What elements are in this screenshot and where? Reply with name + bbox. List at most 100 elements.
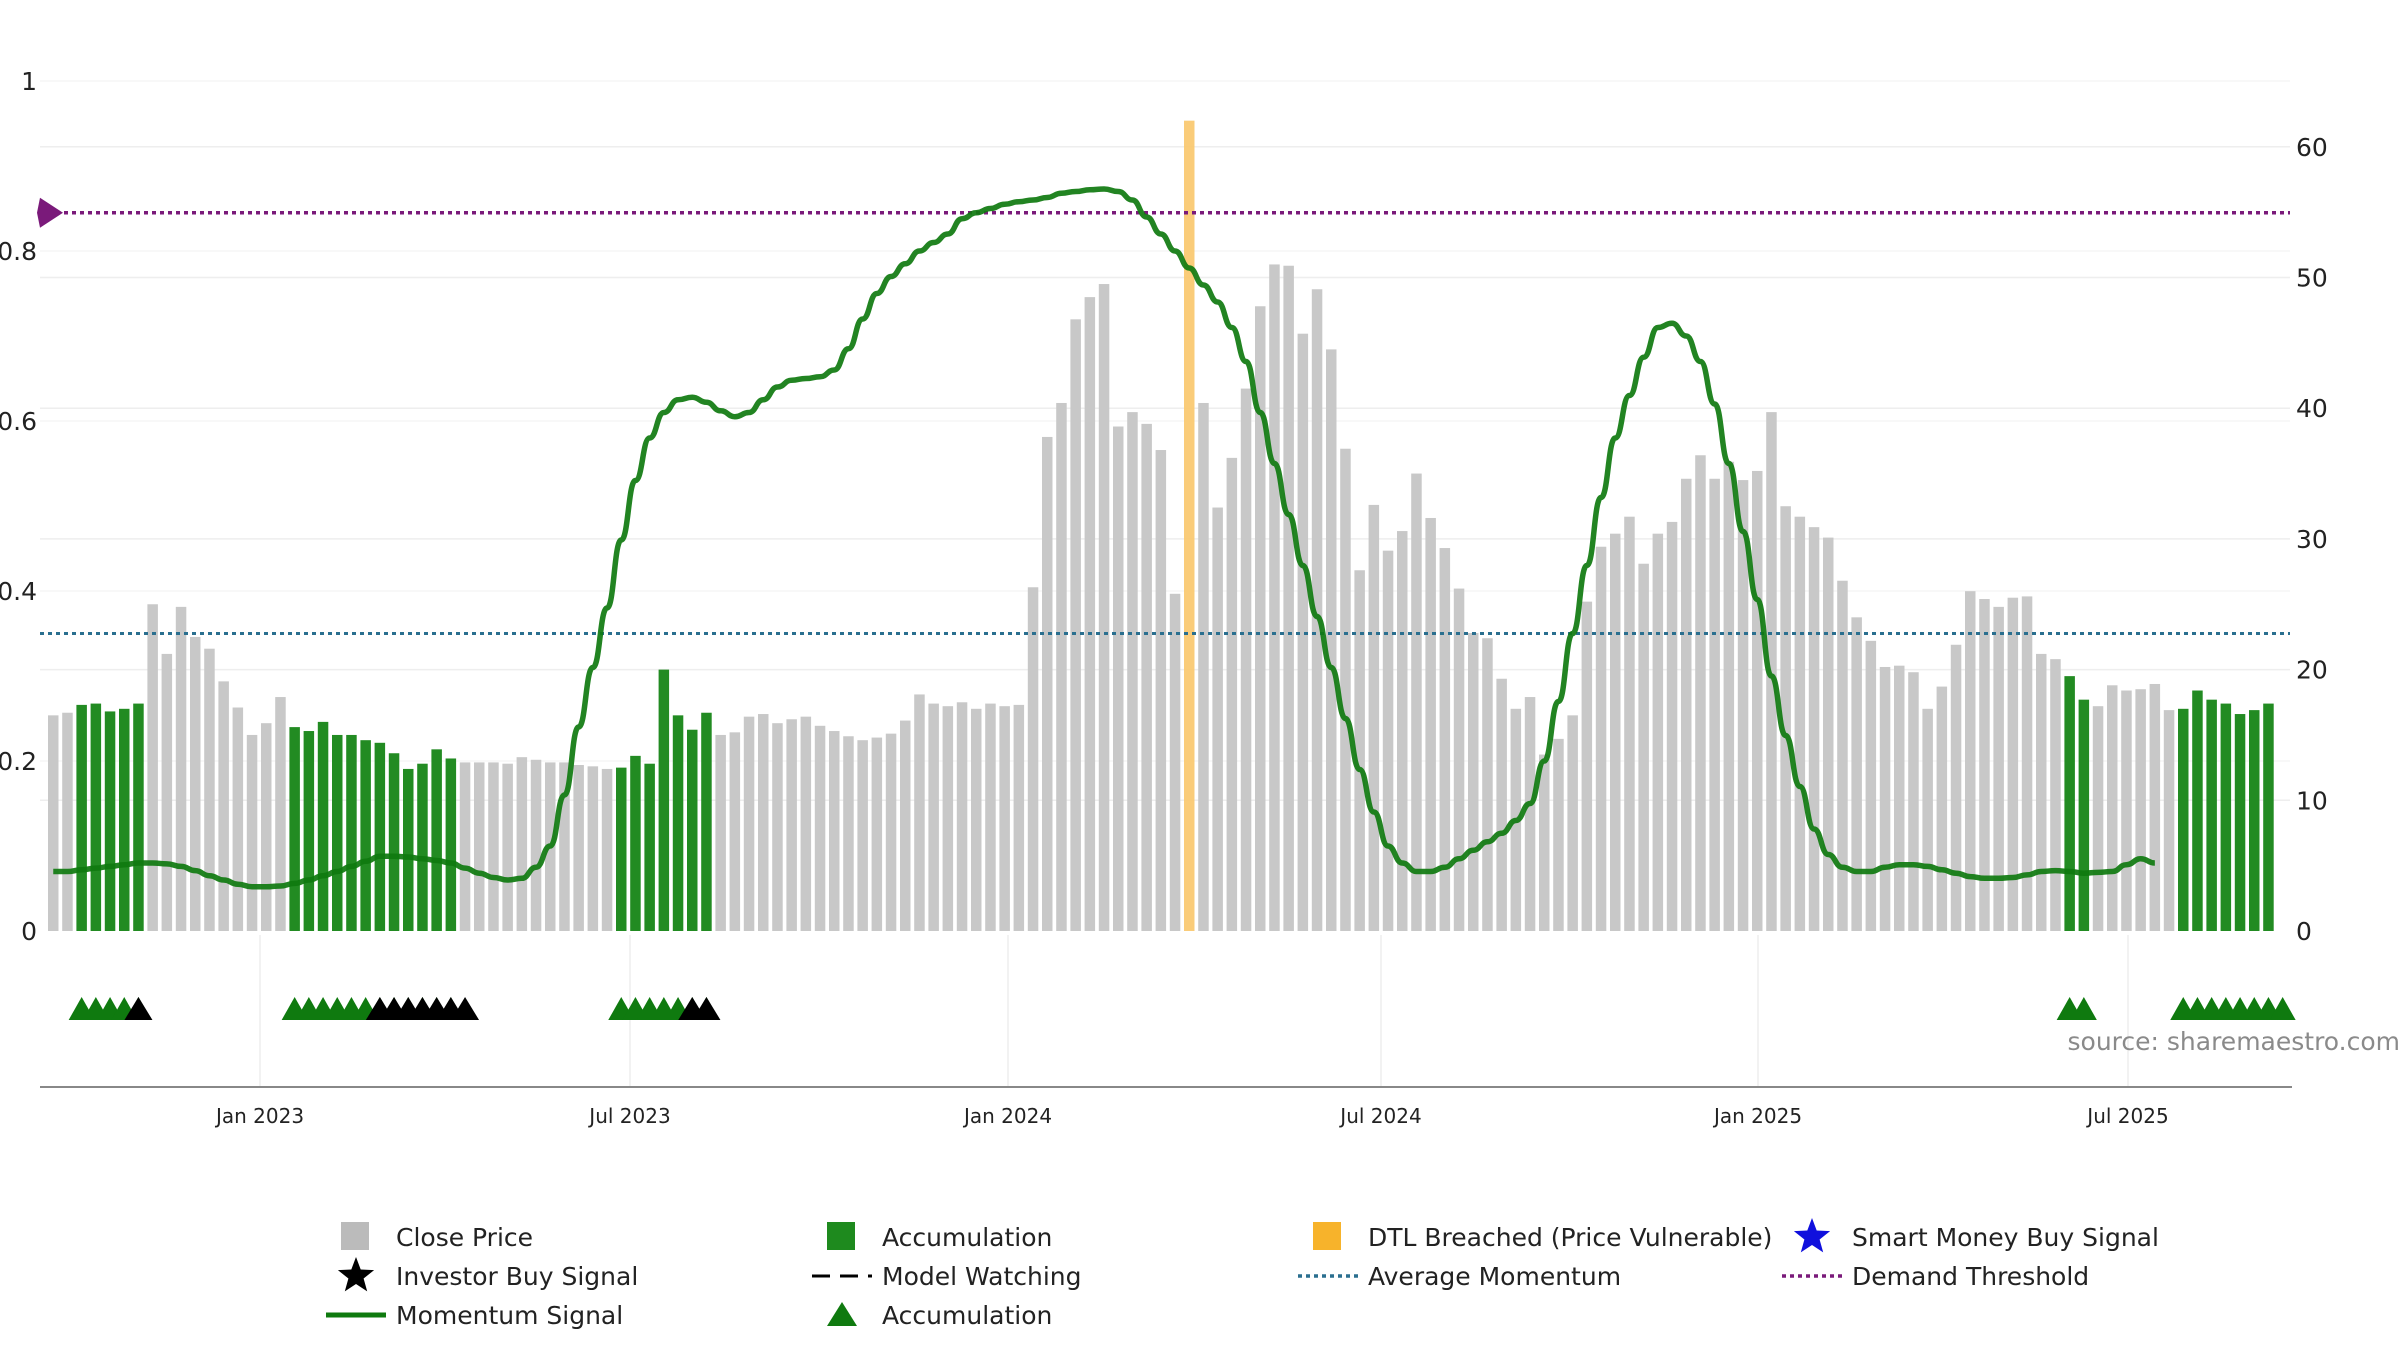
price-bar [1894,665,1905,931]
price-bar [1056,402,1067,931]
price-bar [786,719,797,931]
price-bar [1482,638,1493,931]
price-bar [459,762,471,931]
price-bar [530,759,542,931]
price-bar [1794,516,1806,931]
accumulation-bar [658,669,670,931]
price-bar [999,706,1010,931]
price-bar [1382,550,1394,931]
price-bar [1808,527,1820,931]
price-bar [871,737,883,931]
legend-item: Smart Money Buy Signal [1793,1218,2159,1253]
legend-label: Momentum Signal [396,1301,623,1330]
price-bar [885,733,897,931]
right-axis-tick: 10 [2296,786,2328,815]
price-bar [971,708,982,931]
legend-label: Accumulation [882,1223,1052,1252]
price-bar [1198,402,1209,931]
price-bar [1695,455,1706,931]
price-bar [1042,436,1053,931]
accumulation-bar [403,768,414,931]
accumulation-triangle [2070,997,2097,1020]
price-bar [1311,289,1323,931]
right-axis-tick: 40 [2296,394,2328,423]
left-axis-tick: 0.4 [0,577,37,606]
legend: Close Price Accumulation DTL Breached (Pri… [326,1218,2159,1330]
price-bar [1652,533,1664,931]
legend-star-icon [337,1257,375,1292]
right-axis-tick: 50 [2296,264,2328,293]
accumulation-bar [2206,699,2217,931]
price-bar [1468,633,1479,931]
legend-item: Accumulation [827,1222,1052,1252]
accumulation-bar [2234,714,2246,931]
demand-threshold-marker [37,197,63,228]
price-bar [1553,738,1564,931]
price-bar [2092,706,2104,931]
price-bar [1524,697,1536,931]
price-bar [1027,587,1039,931]
price-bar [1950,644,1962,931]
price-bar [1425,517,1436,931]
price-bar [1269,264,1280,931]
price-bar [502,763,513,931]
price-bar [729,732,741,931]
price-bar [1567,715,1578,931]
price-bar [147,604,158,931]
price-bar [559,762,570,931]
price-bar [275,697,286,931]
legend-item: Average Momentum [1298,1262,1621,1291]
price-bar [204,648,215,931]
price-bar [1496,678,1507,931]
price-bar [1240,388,1252,932]
accumulation-bar [332,734,343,931]
left-axis-tick: 1 [21,67,37,96]
investor-buy-marker [124,997,153,1020]
price-bar [1780,506,1791,931]
price-bar [956,702,968,931]
price-bar [232,707,244,931]
accumulation-bar [2192,690,2203,931]
price-bar [1965,591,1976,931]
price-bar [1354,570,1365,931]
price-bar [190,636,201,931]
price-bar [800,716,812,931]
legend-star-icon [1793,1218,1831,1253]
legend-item: Close Price [341,1222,533,1252]
price-bar [2107,685,2118,931]
right-axis-tick: 0 [2296,917,2312,946]
accumulation-bar [289,727,300,931]
accumulation-bar [644,763,655,931]
price-bar [1766,412,1777,932]
accumulation-bar [431,749,442,931]
price-bar [1013,704,1025,931]
price-bar [1624,516,1635,931]
price-bar [1084,297,1096,932]
price-bar [928,703,939,931]
right-axis-tick: 60 [2296,133,2328,162]
price-bar [1752,470,1763,931]
left-axis-tick: 0.8 [0,237,37,266]
price-bar [814,725,826,931]
price-bar [2149,683,2161,931]
legend-item: Demand Threshold [1782,1262,2089,1291]
price-bar [1169,593,1181,931]
legend-swatch [827,1222,855,1250]
accumulation-bar [445,758,457,931]
price-bar [1411,473,1422,931]
price-bar [1737,480,1749,931]
investor-buy-marker [451,997,480,1020]
price-bar [1212,507,1223,931]
price-bar [1113,426,1124,931]
price-bar [1666,521,1678,931]
price-bar [246,734,258,931]
price-bar [573,765,584,931]
accumulation-bar [90,703,102,931]
momentum-signal-line [53,186,2156,890]
price-bar [1155,450,1167,931]
price-bar [900,720,911,931]
legend-triangle-icon [827,1302,857,1326]
legend-label: Smart Money Buy Signal [1852,1223,2159,1252]
